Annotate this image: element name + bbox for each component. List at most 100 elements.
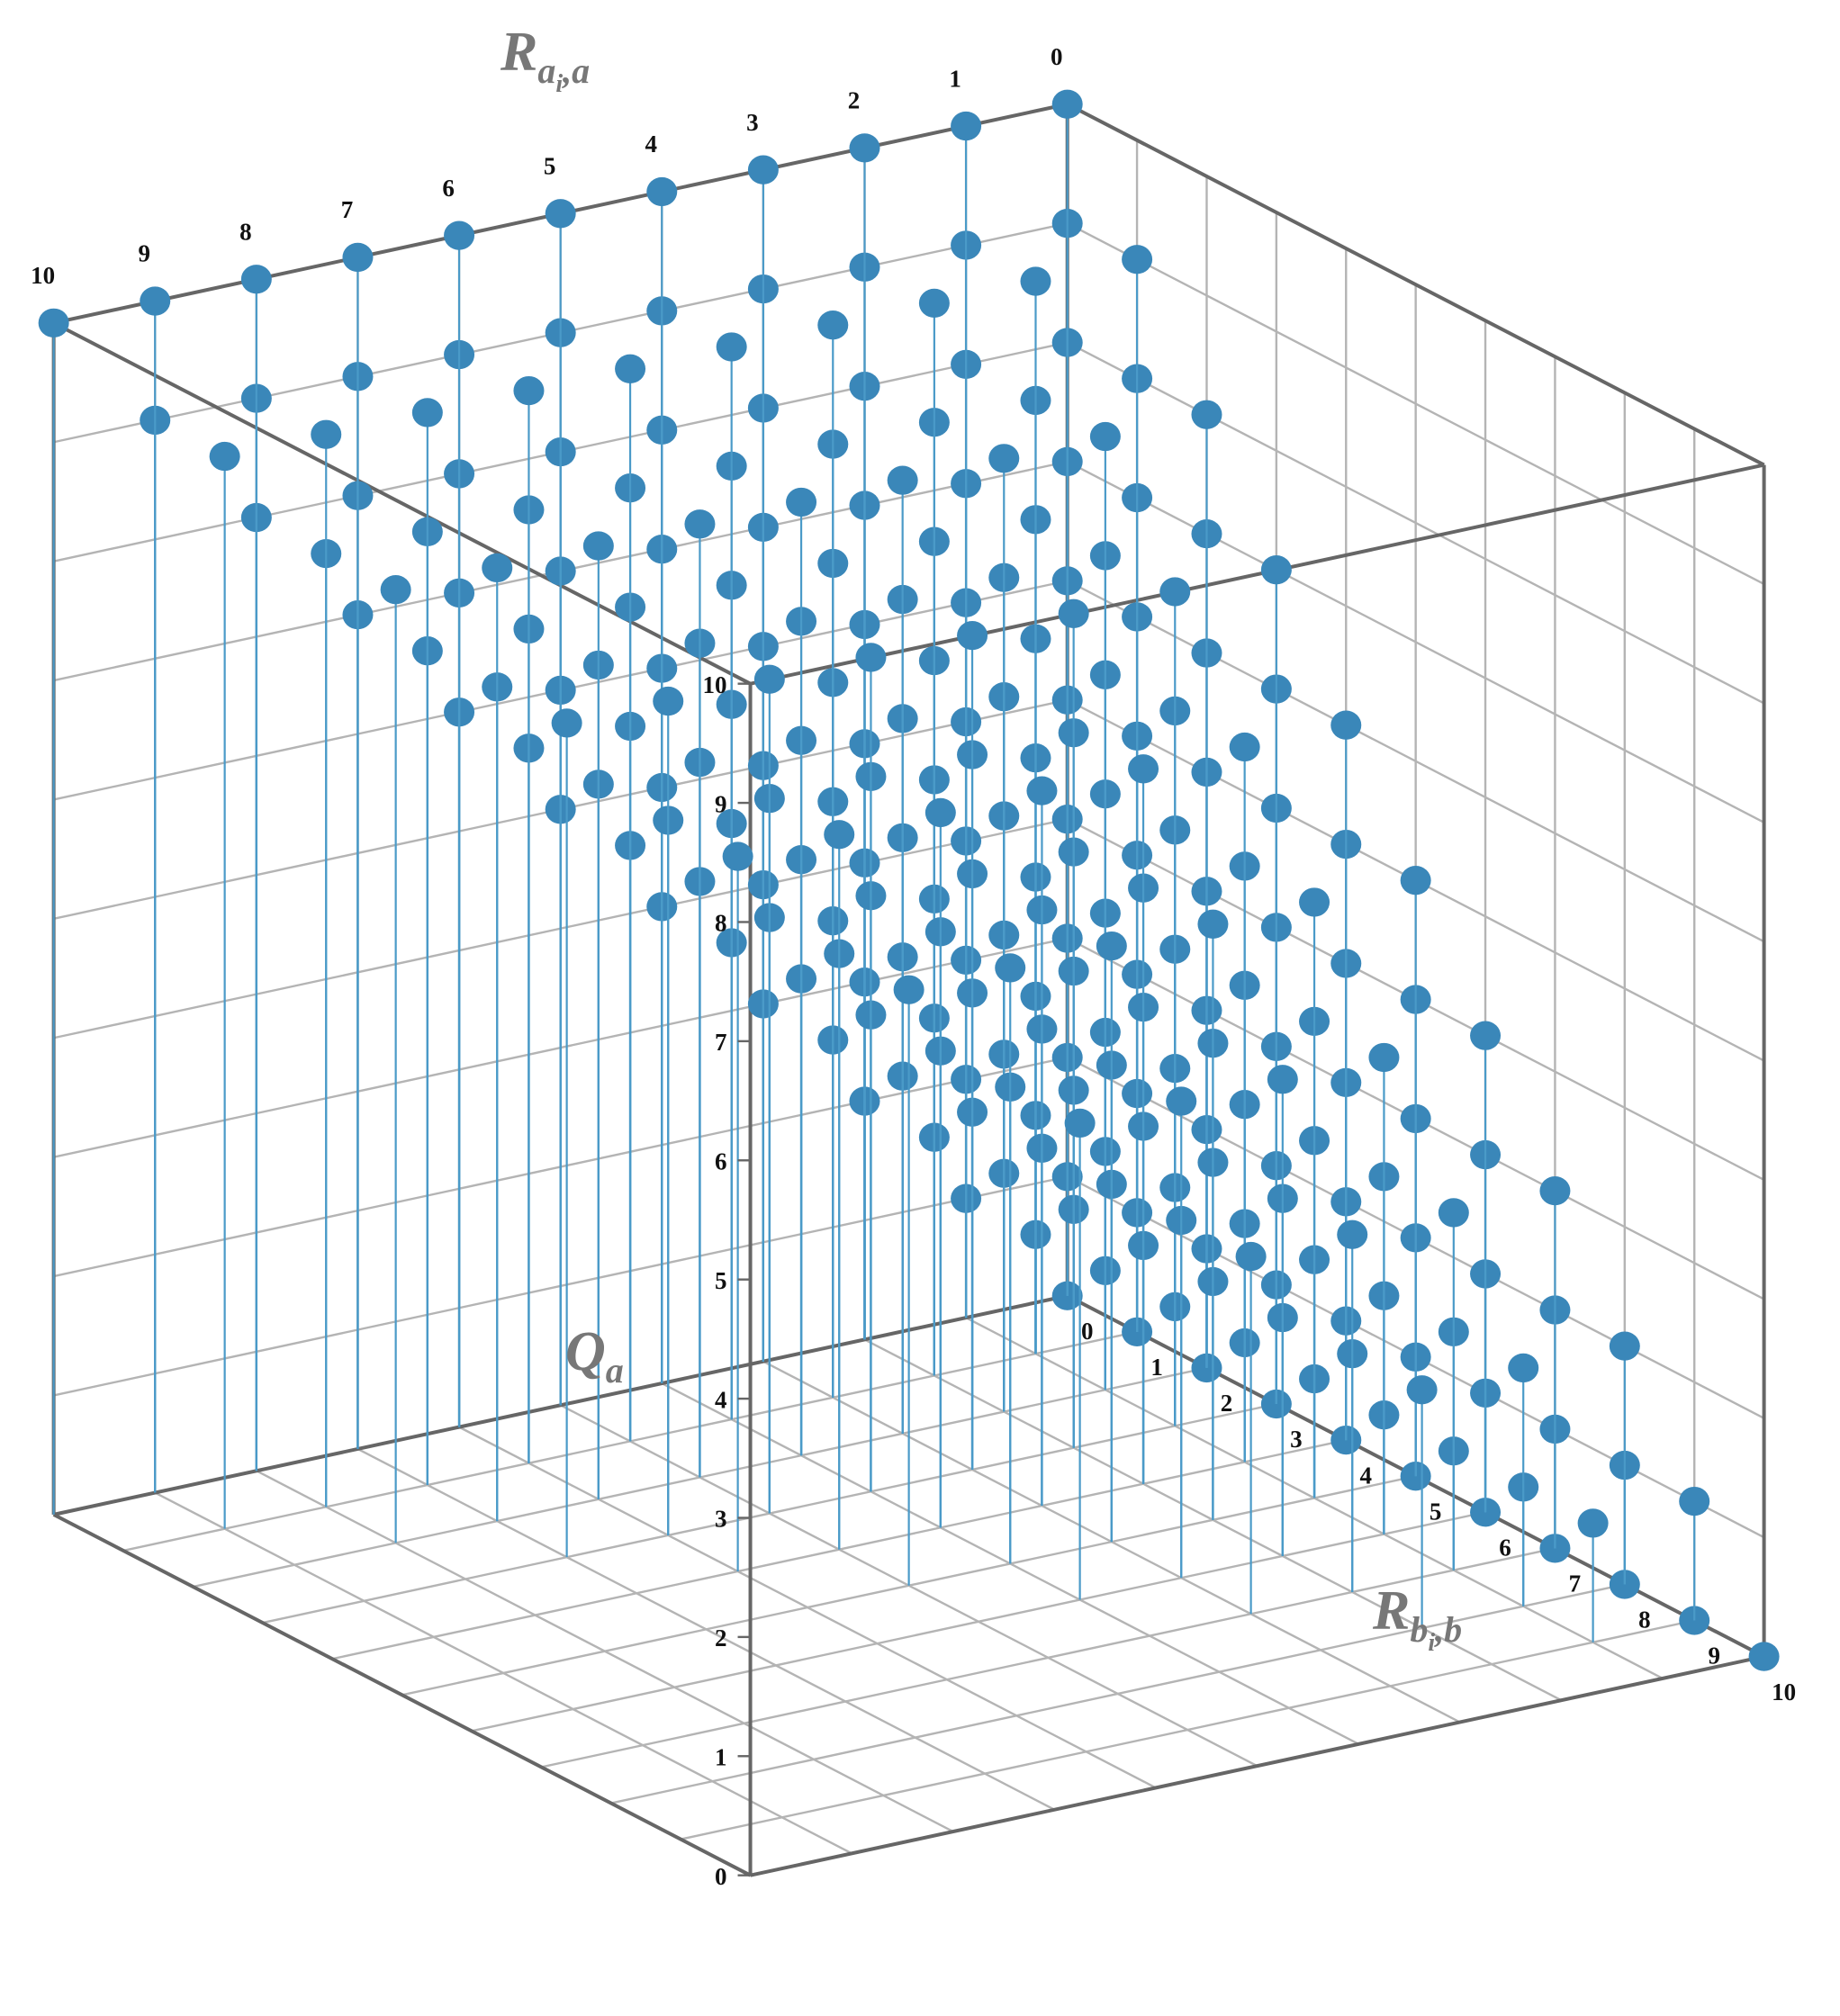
z-tick-label: 1 — [715, 1743, 727, 1770]
labels: 0 1 2 3 4 5 6 7 8 9 10 0 1 2 3 4 5 6 7 8 9 10 0 1 2 3 4 5 6 7 8 9 10 — [31, 43, 1796, 1890]
y-tick-label: 6 — [1499, 1534, 1511, 1561]
z-tick-label: 4 — [715, 1386, 727, 1413]
point — [1470, 1021, 1502, 1050]
point — [1368, 1042, 1400, 1073]
y-tick-label: 5 — [1430, 1498, 1442, 1525]
point — [1166, 1086, 1197, 1116]
grid-line — [1067, 341, 1765, 705]
z-title-sub: a — [606, 1350, 624, 1390]
x-tick-label: 3 — [746, 109, 759, 136]
x-tick-label: 4 — [645, 130, 658, 158]
x-tick-label: 9 — [138, 240, 150, 267]
point — [722, 842, 753, 871]
z-tick-label: 5 — [715, 1267, 727, 1294]
x-tick-label: 5 — [544, 153, 556, 180]
point — [1577, 1508, 1609, 1538]
point — [1096, 931, 1127, 961]
point — [1406, 1375, 1438, 1405]
point — [444, 220, 475, 250]
box-edge — [750, 463, 1765, 686]
y-title-tail: ,b — [1434, 1609, 1462, 1650]
point — [653, 686, 684, 716]
x-tick-label: 0 — [1051, 43, 1063, 70]
y-axis-title: Rbi,b — [1372, 1580, 1462, 1657]
point — [925, 797, 956, 828]
point — [482, 553, 513, 583]
y-tick-label: 7 — [1569, 1570, 1582, 1598]
point — [1089, 421, 1121, 452]
point — [1508, 1353, 1539, 1383]
grid-line — [680, 1619, 1695, 1840]
y-tick-label: 4 — [1360, 1462, 1373, 1489]
box-edge — [52, 1513, 752, 1877]
point — [753, 664, 785, 694]
x-tick-label: 7 — [341, 196, 354, 223]
x-tick-label: 8 — [239, 218, 252, 245]
box-edge — [52, 321, 752, 686]
y-tick-label: 1 — [1150, 1354, 1163, 1381]
grid-line — [541, 1547, 1556, 1768]
z-tick-label: 0 — [715, 1863, 727, 1890]
point — [855, 643, 887, 672]
point — [209, 441, 240, 472]
point — [957, 620, 988, 651]
point — [1191, 400, 1222, 429]
point — [995, 953, 1026, 983]
point — [1330, 710, 1362, 740]
point — [1058, 598, 1089, 628]
point — [1229, 732, 1260, 762]
grid-line — [471, 1511, 1486, 1732]
point — [1128, 754, 1159, 784]
x-title-sub: a — [537, 50, 555, 91]
y-tick-label: 2 — [1221, 1390, 1233, 1417]
y-tick-label: 10 — [1772, 1678, 1796, 1706]
point — [545, 199, 576, 229]
point — [1026, 776, 1058, 806]
y-title-base: R — [1372, 1580, 1410, 1642]
point — [918, 288, 950, 319]
point — [1122, 245, 1153, 274]
point — [1438, 1198, 1469, 1228]
grid-line — [610, 1583, 1626, 1804]
point — [1020, 266, 1051, 296]
marks — [38, 89, 1780, 1671]
y-tick-label: 3 — [1290, 1426, 1303, 1453]
x-tick-label: 6 — [442, 175, 455, 202]
point — [887, 465, 918, 495]
point — [684, 509, 716, 539]
point — [140, 286, 171, 316]
x-tick-label: 2 — [848, 87, 861, 114]
x-tick-label: 10 — [31, 262, 55, 289]
grid-line — [1067, 580, 1765, 943]
z-tick-label: 6 — [715, 1148, 727, 1174]
point — [38, 308, 69, 338]
z-tick-label: 2 — [715, 1624, 727, 1652]
point — [411, 398, 443, 428]
point — [1748, 1642, 1780, 1671]
point — [1197, 909, 1229, 939]
point — [1159, 577, 1191, 607]
point — [824, 820, 855, 850]
point — [1267, 1065, 1298, 1094]
z-tick-label: 9 — [715, 790, 727, 817]
point — [893, 975, 925, 1004]
point — [615, 354, 646, 383]
z-tick-label: 8 — [715, 910, 727, 937]
z-tick-label: 7 — [715, 1029, 727, 1056]
point — [1337, 1220, 1368, 1249]
point — [716, 332, 747, 362]
y-tick-label: 9 — [1708, 1642, 1720, 1670]
point — [817, 310, 849, 340]
z-tick-label: 10 — [703, 671, 727, 698]
box-edge — [1066, 102, 1765, 467]
y-title-subsub: i — [1428, 1629, 1435, 1657]
point — [513, 375, 545, 406]
point — [1260, 555, 1292, 585]
grid-line — [1067, 222, 1765, 586]
point — [1064, 1108, 1096, 1138]
point — [1235, 1241, 1267, 1272]
point — [1679, 1486, 1710, 1516]
point — [551, 708, 582, 738]
x-axis-title: Rai,a — [500, 22, 590, 98]
point — [1051, 89, 1083, 119]
